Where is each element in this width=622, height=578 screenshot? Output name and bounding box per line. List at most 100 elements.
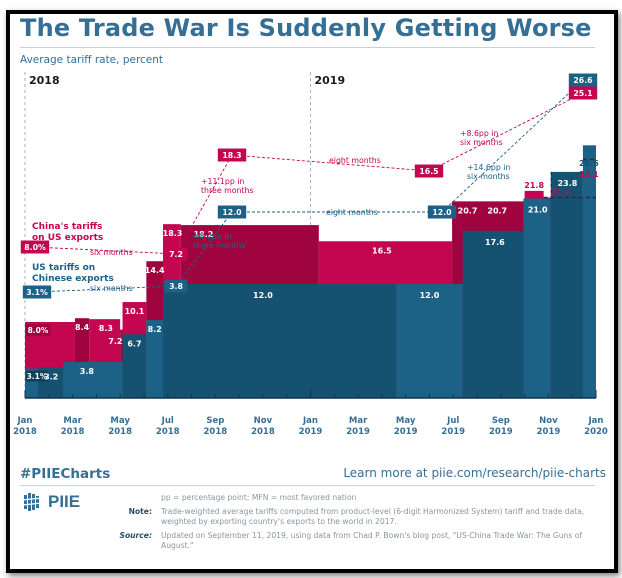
x-tick-label: 2020 [584,427,608,437]
us-step-label: 12.0 [420,291,440,300]
year-label-2018: 2018 [29,74,60,87]
x-tick-label: 2019 [489,427,513,437]
x-tick-label: 2019 [394,427,418,437]
us-step-bar [63,361,123,398]
china-step-label: 20.7 [487,206,507,215]
us-step-bar [122,334,147,398]
x-tick-label: Jan [17,416,33,426]
us-step-label: 12.0 [253,291,273,300]
note-row: Note: Trade-weighted average tariffs com… [88,507,598,527]
x-tick-label: Jan [588,416,604,426]
china-segment-label: six months [460,138,503,147]
us-point-badge [568,73,598,87]
china-timeline-dash [428,92,584,172]
china-step-label: 8.0% [28,326,49,335]
us-point-badge [22,285,52,299]
us-point-badge-text: 12.0 [432,208,452,217]
china-segment-label: three months [201,186,253,195]
abbrev-text: pp = percentage point; MFN = most favore… [161,493,357,502]
us-step-bar [550,171,583,398]
x-tick-label: 2019 [441,427,465,437]
china-point-badge [414,164,444,178]
abbrev-row: pp = percentage point; MFN = most favore… [88,493,598,503]
x-tick-label: Jul [446,416,459,426]
us-step-label: 17.6 [485,238,505,247]
us-point-badge-text: 12.0 [222,208,242,217]
x-tick-label: May [396,416,416,426]
china-segment-label: eight months [329,156,381,165]
us-segment-label: six months [90,284,133,293]
china-step-label: 18.3 [163,229,183,238]
china-segment-label: six months [90,248,133,257]
x-tick-label: 2019 [299,427,323,437]
china-step-label: 18.2 [194,230,214,239]
us-series-label: Chinese exports [32,274,114,284]
us-segment-label: +14.6pp in [467,163,510,172]
china-point-badge-text: 18.3 [222,151,241,160]
us-segment-label: +8.2pp in [193,232,231,241]
us-timeline-dash [175,211,233,287]
china-step-label: 7.2 [108,337,122,346]
x-tick-label: 2018 [203,427,227,437]
china-step-label: 21.8 [524,181,544,190]
note-label: Note: [128,507,152,516]
x-tick-label: Nov [539,416,558,426]
us-step-bar [396,284,463,398]
us-step-label: 23.8 [558,179,578,188]
us-step-label: 3.2 [44,373,58,382]
final-china-label: 25.1 [579,170,599,179]
us-start-badge [26,370,48,382]
chart-title: The Trade War Is Suddenly Getting Worse [20,14,592,42]
china-series-label: China's tariffs [32,222,102,232]
china-point-badge [217,148,247,162]
x-tick-label: Jul [161,416,174,426]
x-tick-label: Jan [302,416,318,426]
us-step-label: 3.1% [27,372,48,381]
china-point-badge-text: 7.2 [169,250,183,259]
us-point-badge-text: 3.1% [26,288,48,297]
x-tick-label: Sep [492,416,510,426]
china-step-label: 8.4 [75,323,90,332]
x-tick-label: 2018 [61,427,85,437]
source-row: Source: Updated on September 11, 2019, u… [88,531,598,551]
us-segment-label: eight months [326,208,378,217]
us-segment-label: three months [193,241,245,250]
us-point-badge [217,205,247,219]
us-step-bar [462,230,524,398]
us-timeline-dash [441,79,584,213]
china-step-label: 14.4 [145,266,165,275]
piie-logo-icon [22,493,42,511]
x-tick-label: Nov [254,416,273,426]
us-point-badge-text: 3.8 [169,282,183,291]
x-tick-label: 2018 [156,427,180,437]
us-point-badge-text: 26.6 [573,76,592,85]
us-point-badge [164,279,188,293]
china-timeline-dash [231,154,430,172]
us-step-bar [162,284,397,398]
x-tick-label: May [110,416,130,426]
x-tick-label: Sep [206,416,224,426]
us-series-label: US tariffs on [32,263,95,273]
china-step-label: 20.7 [458,206,478,215]
x-tick-label: 2018 [108,427,132,437]
final-us-label: 26.6 [579,159,599,168]
x-tick-label: 2019 [537,427,561,437]
china-segment-label: +11.1pp in [201,177,244,186]
us-step-bar [146,320,163,398]
us-timeline-dash [36,285,177,293]
china-timeline-dash [34,246,177,255]
china-step-label: 8.3 [99,324,113,333]
learn-more-link[interactable]: Learn more at piie.com/research/piie-cha… [343,466,606,480]
us-segment-label: six months [467,172,510,181]
china-step-label: 21.1 [550,188,570,197]
china-point-badge [164,247,188,261]
china-point-badge-text: 8.0% [24,243,46,252]
china-point-badge-text: 16.5 [419,167,438,176]
footnotes: pp = percentage point; MFN = most favore… [88,493,598,555]
china-segment-label: +8.6pp in [460,129,498,138]
chart-subtitle: Average tariff rate, percent [20,54,164,66]
china-timeline-dash [175,154,233,255]
hashtag: #PIIECharts [20,466,111,482]
x-tick-label: 2018 [13,427,37,437]
x-tick-label: 2018 [251,427,275,437]
